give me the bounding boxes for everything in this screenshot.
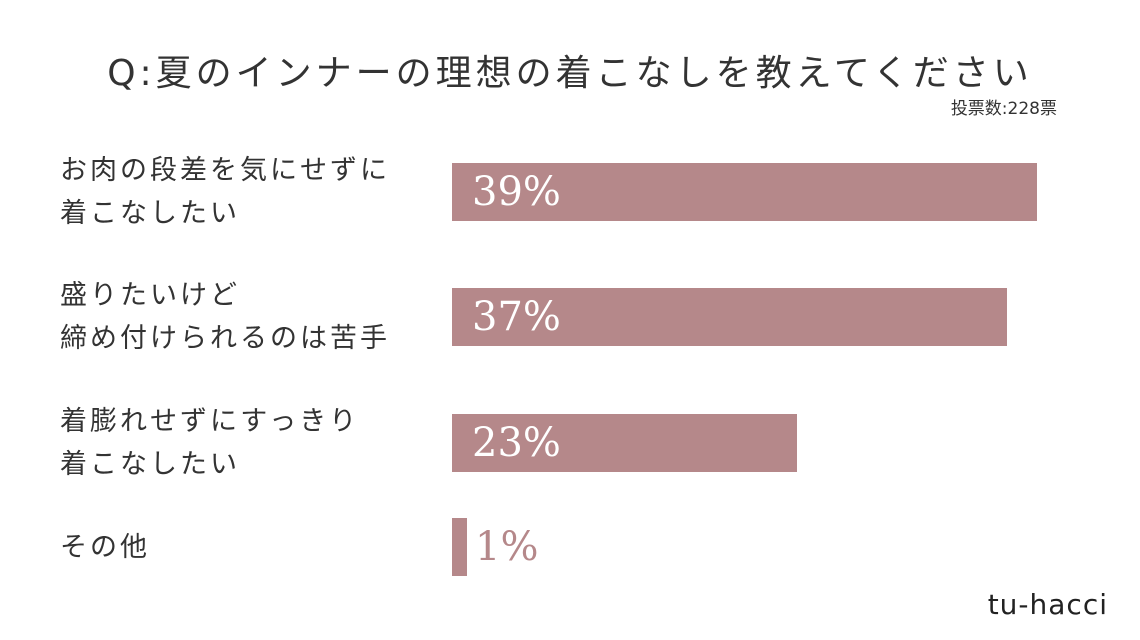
chart-subtitle: 投票数:228票 — [950, 99, 1057, 119]
category-label: その他 — [60, 531, 150, 563]
value-label: 23% — [472, 420, 561, 466]
value-label: 39% — [472, 169, 561, 215]
category-label: 着膨れせずにすっきり 着こなしたい — [60, 406, 360, 480]
chart-title: Q:夏のインナーの理想の着こなしを教えてください — [107, 53, 1033, 94]
bar — [452, 288, 1007, 346]
value-label: 37% — [472, 294, 561, 340]
value-label: 1% — [475, 524, 539, 570]
category-label: 盛りたいけど 締め付けられるのは苦手 — [60, 280, 390, 354]
bar — [452, 163, 1037, 221]
brand: tu-hacci — [987, 588, 1108, 621]
bar — [452, 414, 797, 472]
bar — [452, 518, 467, 576]
category-label: お肉の段差を気にせずに 着こなしたい — [60, 155, 390, 229]
